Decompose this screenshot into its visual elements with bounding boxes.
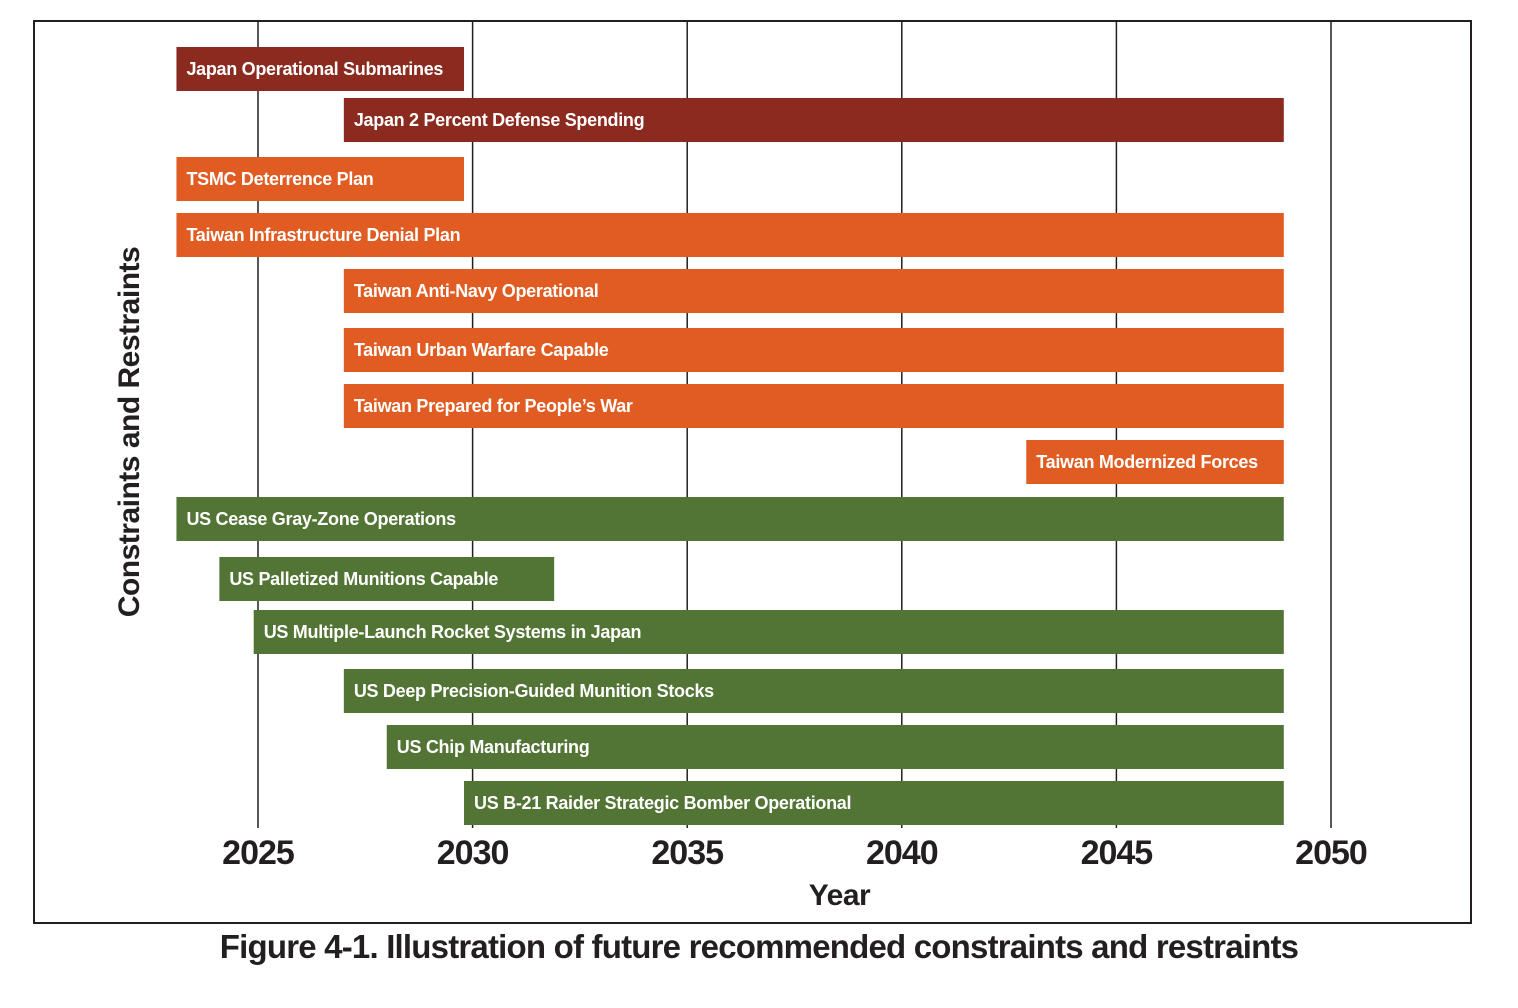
bar-row: US Multiple-Launch Rocket Systems in Jap… — [253, 610, 1284, 654]
bar-row: Taiwan Prepared for People’s War — [343, 384, 1284, 428]
bar-label: US B-21 Raider Strategic Bomber Operatio… — [474, 793, 851, 813]
bar-row: Taiwan Infrastructure Denial Plan — [176, 213, 1284, 257]
bar-label: Taiwan Urban Warfare Capable — [354, 340, 609, 360]
bar-us — [219, 557, 555, 601]
bar-taiwan — [343, 328, 1284, 372]
bar-label: Taiwan Infrastructure Denial Plan — [186, 225, 460, 245]
bar-row: TSMC Deterrence Plan — [176, 157, 465, 201]
bar-row: US B-21 Raider Strategic Bomber Operatio… — [464, 781, 1284, 825]
bar-row: US Cease Gray-Zone Operations — [176, 497, 1284, 541]
x-axis-title: Year — [809, 879, 871, 912]
bar-row: US Chip Manufacturing — [386, 725, 1284, 769]
bar-label: US Cease Gray-Zone Operations — [186, 509, 456, 529]
bar-label: US Chip Manufacturing — [397, 737, 590, 757]
bar-row: Taiwan Anti-Navy Operational — [343, 269, 1284, 313]
x-tick-label: 2030 — [437, 834, 509, 872]
bar-taiwan — [176, 213, 1284, 257]
x-tick-label: 2035 — [651, 834, 723, 872]
bar-taiwan — [343, 269, 1284, 313]
bar-label: Taiwan Anti-Navy Operational — [354, 281, 599, 301]
bar-label: Taiwan Modernized Forces — [1036, 452, 1258, 472]
bar-us — [253, 610, 1284, 654]
bar-row: Japan 2 Percent Defense Spending — [343, 98, 1284, 142]
bar-row: Taiwan Urban Warfare Capable — [343, 328, 1284, 372]
bar-row: Taiwan Modernized Forces — [1026, 440, 1284, 484]
timeline-chart: Japan Operational Submarines Japan 2 Perc… — [113, 22, 1368, 912]
bar-japan — [343, 98, 1284, 142]
bar-us — [176, 497, 1284, 541]
x-tick-labels: 2025 2030 2035 2040 2045 2050 — [222, 834, 1368, 872]
bar-label: Japan 2 Percent Defense Spending — [354, 110, 644, 130]
bar-row: US Deep Precision-Guided Munition Stocks — [343, 669, 1284, 713]
bar-label: Japan Operational Submarines — [186, 59, 443, 79]
bar-us — [343, 669, 1284, 713]
bar-japan — [176, 47, 465, 91]
x-tick-label: 2025 — [222, 834, 294, 872]
bar-row: US Palletized Munitions Capable — [219, 557, 555, 601]
chart-frame: Japan Operational Submarines Japan 2 Perc… — [33, 20, 1472, 924]
bar-label: US Palletized Munitions Capable — [229, 569, 498, 589]
bar-taiwan — [343, 384, 1284, 428]
y-axis-title: Constraints and Restraints — [113, 247, 146, 617]
x-tick-label: 2040 — [866, 834, 938, 872]
bar-label: Taiwan Prepared for People’s War — [354, 396, 633, 416]
bar-label: TSMC Deterrence Plan — [186, 169, 373, 189]
bar-us — [386, 725, 1284, 769]
bar-label: US Multiple-Launch Rocket Systems in Jap… — [264, 622, 642, 642]
bar-taiwan — [176, 157, 465, 201]
x-tick-label: 2045 — [1081, 834, 1153, 872]
bar-row: Japan Operational Submarines — [176, 47, 465, 91]
bar-taiwan — [1026, 440, 1284, 484]
bar-label: US Deep Precision-Guided Munition Stocks — [354, 681, 714, 701]
x-tick-label: 2050 — [1295, 834, 1367, 872]
bars: Japan Operational Submarines Japan 2 Perc… — [176, 47, 1284, 825]
bar-us — [464, 781, 1284, 825]
figure-caption: Figure 4-1. Illustration of future recom… — [219, 928, 1299, 965]
